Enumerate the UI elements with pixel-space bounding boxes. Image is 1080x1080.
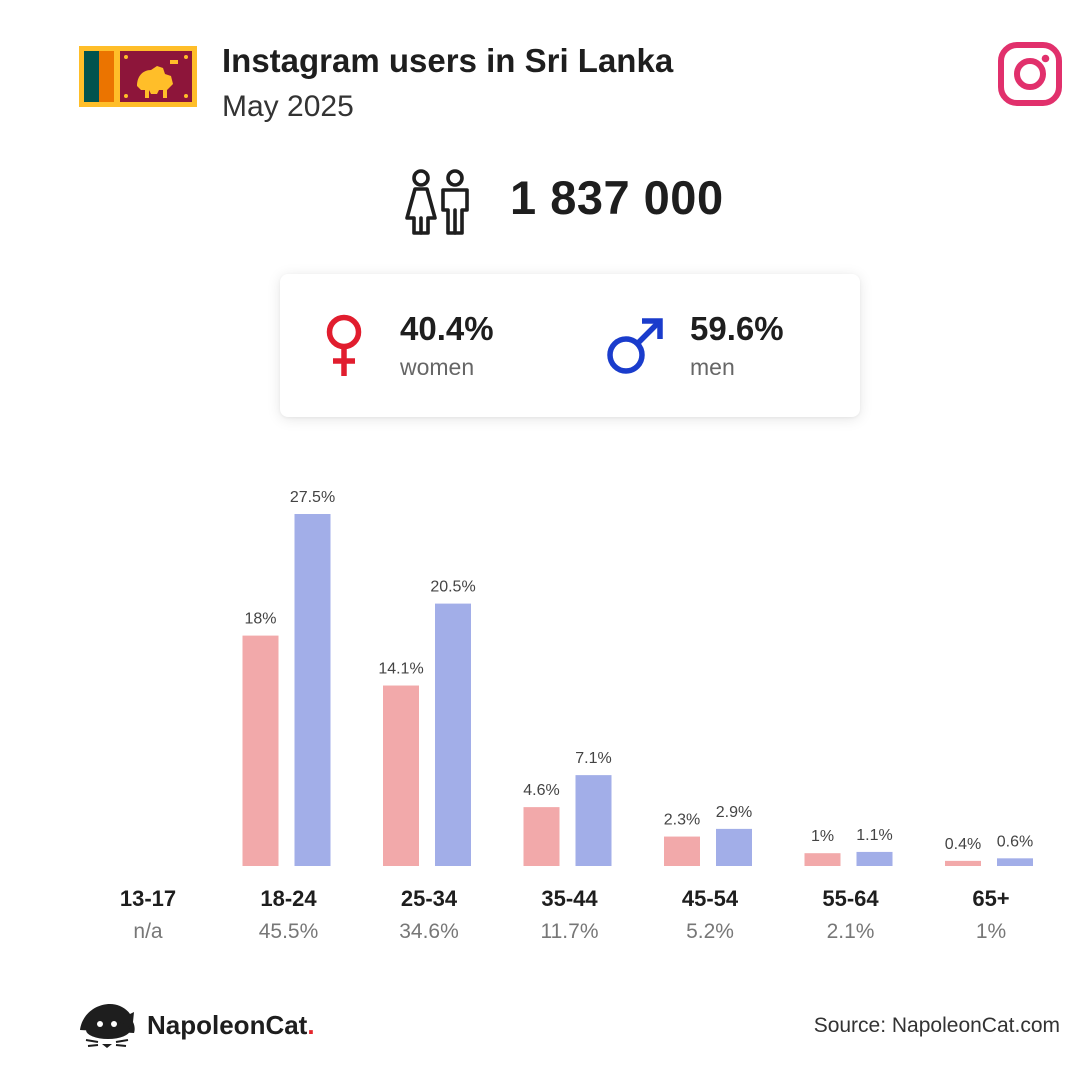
bar-label-women-55-64: 1% (811, 828, 834, 845)
brand-name: NapoleonCat. (147, 1010, 315, 1041)
bar-label-women-18-24: 18% (244, 611, 276, 628)
category-label-13-17: 13-17 (120, 886, 176, 911)
bar-men-65+ (997, 858, 1033, 866)
category-label-45-54: 45-54 (682, 886, 739, 911)
source-text: Source: NapoleonCat.com (813, 1014, 1060, 1037)
men-percent: 59.6% (690, 310, 784, 347)
bar-women-35-44 (523, 807, 560, 866)
bar-women-18-24 (242, 635, 279, 866)
bar-women-65+ (945, 860, 981, 866)
people-icon (405, 169, 469, 235)
bar-label-men-45-54: 2.9% (716, 804, 752, 821)
bar-women-55-64 (804, 853, 841, 866)
bar-label-men-35-44: 7.1% (575, 750, 611, 767)
instagram-icon (998, 42, 1062, 106)
women-percent: 40.4% (400, 310, 494, 347)
category-label-55-64: 55-64 (822, 886, 879, 911)
women-label: women (400, 354, 475, 380)
bar-women-45-54 (664, 836, 700, 866)
male-symbol-icon (607, 318, 663, 374)
category-label-35-44: 35-44 (541, 886, 598, 911)
female-symbol-icon (326, 314, 362, 376)
page-subtitle: May 2025 (222, 90, 354, 123)
category-total-18-24: 45.5% (259, 920, 319, 943)
bar-label-women-45-54: 2.3% (664, 812, 700, 829)
category-total-25-34: 34.6% (399, 920, 459, 943)
bar-men-18-24 (294, 514, 331, 866)
bar-label-women-65+: 0.4% (945, 836, 981, 853)
category-total-35-44: 11.7% (541, 920, 599, 943)
category-label-25-34: 25-34 (401, 886, 458, 911)
brand-name-text: NapoleonCat (147, 1010, 308, 1040)
bar-women-25-34 (383, 685, 419, 866)
category-total-65+: 1% (976, 920, 1006, 943)
men-label: men (690, 354, 735, 380)
total-users: 1 837 000 (510, 171, 724, 224)
category-label-65+: 65+ (972, 886, 1009, 911)
gender-card (280, 274, 860, 417)
category-label-18-24: 18-24 (260, 886, 317, 911)
category-total-45-54: 5.2% (686, 920, 734, 943)
bar-label-men-18-24: 27.5% (290, 489, 335, 506)
napoleoncat-logo-icon (80, 1004, 135, 1048)
sri-lanka-flag-icon (79, 46, 197, 107)
bar-label-women-35-44: 4.6% (523, 782, 559, 799)
bar-men-25-34 (435, 603, 471, 866)
category-total-55-64: 2.1% (827, 920, 875, 943)
bar-label-men-55-64: 1.1% (856, 827, 892, 844)
bar-label-women-25-34: 14.1% (378, 661, 423, 678)
bar-label-men-65+: 0.6% (997, 833, 1033, 850)
category-total-13-17: n/a (133, 920, 163, 943)
brand-dot: . (307, 1010, 315, 1040)
bar-men-55-64 (856, 851, 893, 866)
page-title: Instagram users in Sri Lanka (222, 42, 674, 79)
bar-label-men-25-34: 20.5% (430, 579, 475, 596)
bar-men-35-44 (575, 775, 612, 866)
bar-men-45-54 (716, 828, 752, 866)
